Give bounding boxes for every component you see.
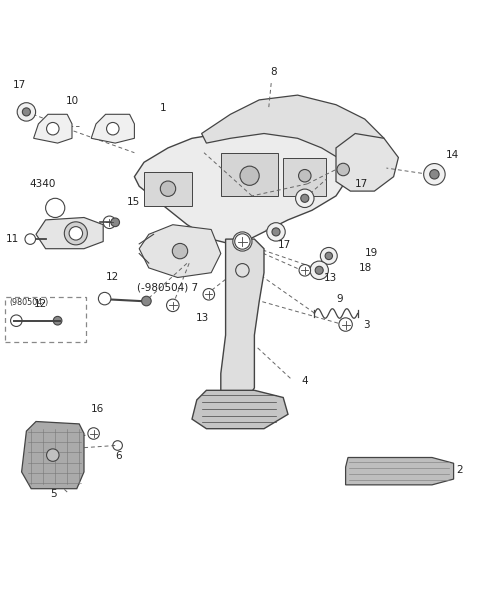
Circle shape: [167, 299, 179, 312]
Text: 17: 17: [355, 179, 369, 189]
Text: (980504-): (980504-): [10, 298, 49, 308]
Polygon shape: [36, 218, 103, 248]
Circle shape: [310, 261, 328, 280]
Circle shape: [240, 166, 259, 185]
Circle shape: [11, 315, 22, 326]
Polygon shape: [192, 390, 288, 429]
Polygon shape: [22, 421, 84, 488]
Circle shape: [69, 227, 83, 240]
Text: 6: 6: [116, 451, 122, 461]
Text: 14: 14: [445, 150, 459, 160]
Text: 2: 2: [456, 466, 463, 475]
Polygon shape: [202, 95, 384, 162]
Text: 4340: 4340: [29, 179, 55, 189]
Circle shape: [172, 244, 188, 259]
Circle shape: [267, 223, 285, 241]
Text: 13: 13: [195, 314, 209, 323]
Text: 12: 12: [106, 271, 119, 282]
Circle shape: [98, 292, 111, 305]
Text: 5: 5: [50, 489, 57, 499]
Circle shape: [53, 317, 62, 325]
Text: 10: 10: [65, 96, 79, 106]
Circle shape: [23, 108, 30, 116]
Bar: [221, 153, 278, 196]
Text: 12: 12: [34, 299, 48, 309]
Circle shape: [296, 189, 314, 207]
Circle shape: [299, 265, 311, 276]
Text: 17: 17: [12, 80, 26, 90]
Circle shape: [142, 296, 151, 306]
Circle shape: [325, 252, 333, 260]
Text: 17: 17: [277, 241, 291, 250]
Circle shape: [17, 103, 36, 121]
Polygon shape: [34, 115, 72, 143]
Text: 16: 16: [90, 404, 104, 414]
Circle shape: [236, 264, 249, 277]
Text: 19: 19: [365, 248, 378, 259]
Polygon shape: [221, 239, 264, 407]
Circle shape: [88, 428, 99, 439]
Circle shape: [235, 234, 250, 249]
Polygon shape: [91, 115, 134, 143]
Circle shape: [160, 181, 176, 197]
Text: 1: 1: [160, 103, 167, 113]
Text: 18: 18: [359, 264, 372, 273]
Circle shape: [64, 222, 87, 245]
Circle shape: [103, 216, 116, 229]
Circle shape: [337, 163, 349, 175]
Polygon shape: [346, 458, 454, 485]
Circle shape: [320, 247, 337, 264]
Circle shape: [424, 163, 445, 185]
Polygon shape: [336, 133, 398, 191]
Polygon shape: [134, 119, 346, 244]
Circle shape: [25, 234, 36, 244]
Circle shape: [301, 194, 309, 203]
Bar: [283, 157, 326, 196]
Text: 11: 11: [6, 234, 19, 244]
Text: 8: 8: [270, 67, 277, 77]
Circle shape: [233, 232, 252, 251]
Circle shape: [111, 218, 120, 227]
Text: (-980504) 7: (-980504) 7: [137, 282, 198, 292]
Circle shape: [47, 122, 59, 135]
Circle shape: [272, 228, 280, 236]
Circle shape: [430, 169, 439, 179]
Circle shape: [339, 318, 352, 331]
Text: 13: 13: [324, 273, 337, 283]
Text: 15: 15: [127, 197, 141, 207]
Circle shape: [315, 267, 323, 274]
Bar: [144, 172, 192, 206]
Text: 9: 9: [336, 294, 343, 304]
Text: 3: 3: [363, 321, 370, 330]
Text: 4: 4: [301, 376, 308, 386]
Polygon shape: [139, 225, 221, 277]
Circle shape: [299, 169, 311, 182]
Circle shape: [107, 122, 119, 135]
Circle shape: [47, 449, 59, 461]
Circle shape: [203, 289, 215, 300]
